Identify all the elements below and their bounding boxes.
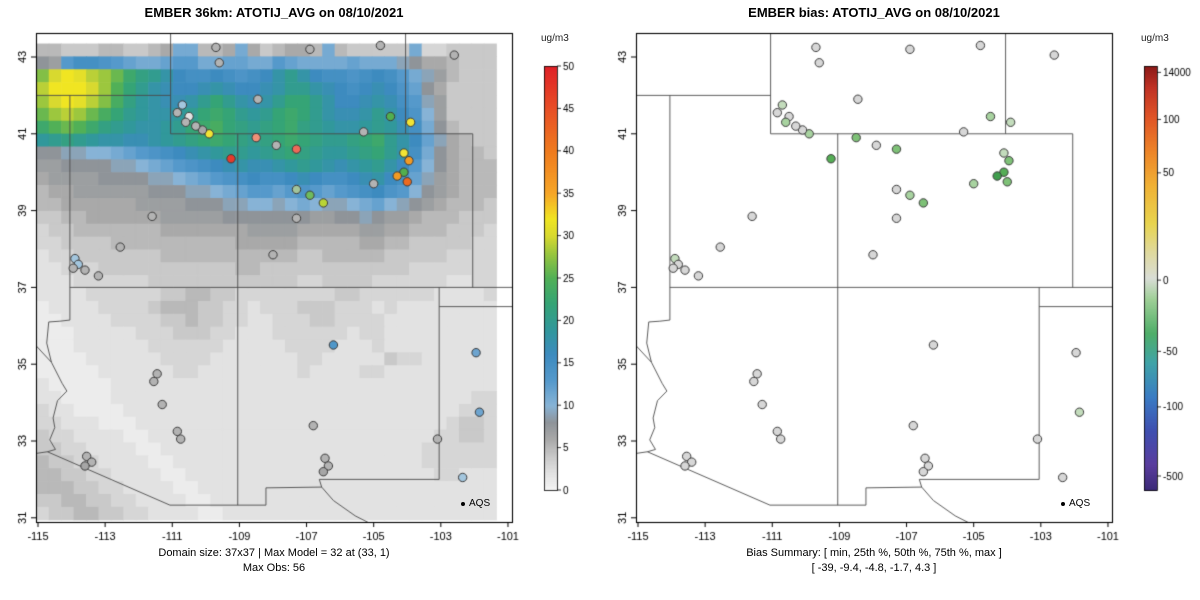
left-aqs-legend: AQS xyxy=(461,498,490,509)
right-caption-line2: [ -39, -9.4, -4.8, -1.7, 4.3 ] xyxy=(811,562,937,574)
right-panel-title: EMBER bias: ATOTIJ_AVG on 08/10/2021 xyxy=(748,5,1000,20)
left-caption-line2: Max Obs: 56 xyxy=(242,562,306,574)
right-aqs-legend-label: AQS xyxy=(1069,498,1091,509)
right-aqs-legend: AQS xyxy=(1061,498,1090,509)
left-caption-line1: Domain size: 37x37 | Max Model = 32 at (… xyxy=(158,547,390,559)
aqs-dot-icon xyxy=(461,501,465,506)
right-caption-line1: Bias Summary: [ min, 25th %, 50th %, 75t… xyxy=(746,547,1002,559)
aqs-dot-icon xyxy=(1061,501,1065,506)
right-colorbar-unit-label: ug/m3 xyxy=(1141,33,1169,44)
left-aqs-legend-label: AQS xyxy=(469,498,491,509)
left-panel-title: EMBER 36km: ATOTIJ_AVG on 08/10/2021 xyxy=(144,5,404,20)
left-colorbar-unit-label: ug/m3 xyxy=(541,33,569,44)
